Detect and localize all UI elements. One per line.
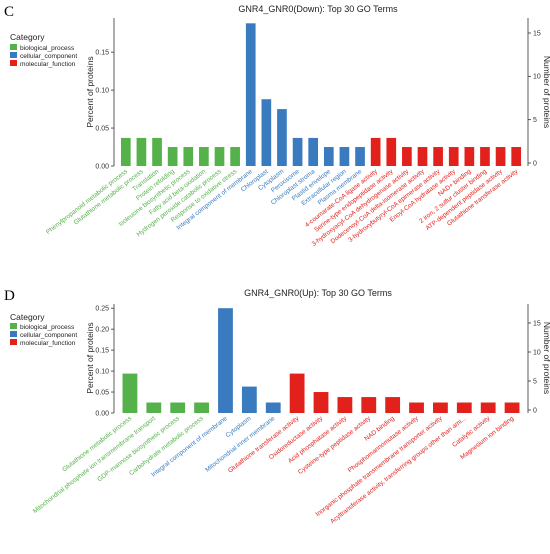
bar-d-13	[409, 402, 424, 413]
y2-tick-label-c: 5	[533, 117, 537, 124]
bar-c-14	[323, 147, 334, 166]
y-axis-label-c: Percent of proteins	[85, 56, 95, 127]
bar-c-2	[136, 137, 147, 166]
legend-swatch-cellular-component-d	[10, 331, 17, 337]
y-tick-label-c: 0.00	[95, 163, 109, 170]
y2-tick-label-c: 15	[533, 30, 541, 37]
bar-c-11	[277, 109, 287, 166]
y-tick-label-c: 0.05	[95, 125, 109, 132]
bar-d-8	[289, 373, 305, 413]
bar-d-1	[122, 373, 138, 413]
bar-d-10	[337, 397, 353, 413]
legend-title-d: Category	[10, 312, 45, 322]
bar-d-5	[218, 308, 233, 413]
y2-tick-label-c: 10	[533, 74, 541, 81]
bar-d-6	[241, 386, 257, 413]
legend-label-cellular-component-d: cellular_component	[20, 332, 77, 339]
panel-letter-d: D	[4, 288, 15, 304]
y2-tick-label-d: 5	[533, 378, 537, 385]
legend-label-molecular-function-c: molecular_function	[20, 61, 76, 68]
bar-d-4	[194, 402, 209, 413]
legend-c: Category biological_process cellular_com…	[10, 32, 77, 68]
bar-d-17	[504, 402, 520, 413]
bar-c-12	[292, 137, 303, 166]
bar-c-18	[386, 137, 397, 166]
y-tick-label-d: 0.10	[95, 368, 109, 375]
legend-title-c: Category	[10, 32, 45, 42]
bar-c-10	[261, 99, 272, 166]
legend-swatch-molecular-function-c	[10, 60, 17, 66]
bar-c-17	[370, 137, 381, 166]
bar-c-16	[355, 147, 365, 166]
legend-swatch-biological-process-c	[10, 44, 17, 50]
bar-d-15	[456, 402, 472, 413]
y-tick-label-d: 0.15	[95, 348, 109, 355]
legend-label-cellular-component-c: cellular_component	[20, 53, 77, 60]
bar-d-11	[361, 397, 377, 413]
y2-axis-label-d: Number of proteins	[542, 322, 550, 394]
y-tick-label-c: 0.10	[95, 88, 109, 95]
bar-c-9	[245, 23, 256, 167]
bar-c-3	[152, 137, 162, 166]
y-tick-label-d: 0.00	[95, 410, 109, 417]
panel-letter-c: C	[4, 4, 14, 20]
legend-swatch-molecular-function-d	[10, 339, 17, 345]
bar-c-6	[199, 147, 209, 166]
bar-c-13	[308, 137, 319, 166]
chart-title-d: GNR4_GNR0(Up): Top 30 GO Terms	[244, 288, 392, 298]
bar-c-15	[339, 147, 350, 166]
y2-tick-label-d: 15	[533, 320, 541, 327]
legend-label-biological-process-c: biological_process	[20, 45, 75, 52]
bar-c-20	[417, 147, 428, 166]
legend-d: Category biological_process cellular_com…	[10, 312, 77, 347]
bar-d-16	[480, 402, 496, 413]
panel-c: C GNR4_GNR0(Down): Top 30 GO Terms Categ…	[4, 4, 550, 248]
bar-c-26	[511, 147, 522, 166]
bar-c-8	[230, 147, 240, 166]
legend-label-biological-process-d: biological_process	[20, 324, 75, 331]
y-tick-label-c: 0.15	[95, 50, 109, 57]
y2-axis-label-c: Number of proteins	[542, 56, 550, 128]
bar-c-25	[495, 147, 506, 166]
bar-c-1	[120, 137, 131, 166]
bar-c-19	[402, 147, 412, 166]
chart-title-c: GNR4_GNR0(Down): Top 30 GO Terms	[238, 4, 398, 14]
y2-tick-label-d: 0	[533, 407, 537, 414]
legend-label-molecular-function-d: molecular_function	[20, 340, 76, 347]
legend-swatch-cellular-component-c	[10, 52, 17, 58]
bar-d-2	[146, 402, 162, 413]
y-tick-label-d: 0.20	[95, 327, 109, 334]
bar-c-22	[448, 147, 459, 166]
plot-area-c: 0.00 0.05 0.10 0.15 0 5 10 15 Phenylpropanoid me…	[45, 18, 541, 248]
bar-c-21	[433, 147, 443, 166]
bar-c-4	[167, 147, 178, 166]
bar-c-23	[464, 147, 475, 166]
panel-d: D GNR4_GNR0(Up): Top 30 GO Terms Categor…	[4, 288, 550, 525]
y2-tick-label-d: 10	[533, 349, 541, 356]
bar-d-12	[385, 397, 401, 413]
x-tick-label-c-1: Phenylpropanoid metabolic process	[45, 168, 129, 236]
y-tick-label-d: 0.05	[95, 389, 109, 396]
plot-area-d: 0.000.050.100.150.200.25051015Glutathion…	[32, 304, 541, 525]
bar-c-24	[480, 147, 490, 166]
bar-d-7	[265, 402, 281, 413]
bar-d-14	[433, 402, 448, 413]
y2-tick-label-c: 0	[533, 160, 537, 167]
legend-swatch-biological-process-d	[10, 323, 17, 329]
bar-c-5	[183, 147, 194, 166]
bar-c-7	[214, 147, 225, 166]
y-axis-label-d: Percent of proteins	[85, 322, 95, 393]
bar-d-9	[313, 392, 329, 413]
bar-d-3	[170, 402, 186, 413]
y-tick-label-d: 0.25	[95, 306, 109, 313]
